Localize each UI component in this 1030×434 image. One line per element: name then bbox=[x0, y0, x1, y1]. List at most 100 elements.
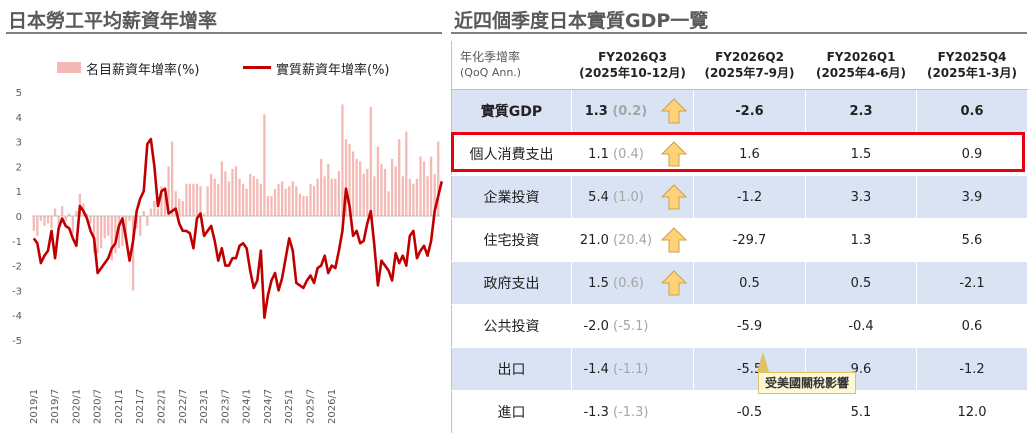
nominal-wage-bar bbox=[433, 173, 436, 216]
nominal-wage-bar bbox=[298, 193, 301, 216]
nominal-wage-bar bbox=[351, 151, 355, 216]
nominal-wage-bar bbox=[149, 208, 152, 216]
nominal-wage-bar bbox=[263, 114, 266, 216]
cell-fy2026q1: 0.5 bbox=[805, 261, 917, 305]
nominal-wage-bar bbox=[437, 141, 440, 216]
x-tick-label: 2025/7 bbox=[306, 389, 317, 424]
nominal-wage-bar bbox=[376, 146, 380, 216]
nominal-wage-bar bbox=[348, 144, 351, 216]
x-tick-label: 2021/7 bbox=[135, 389, 146, 424]
table-row: 政府支出 1.5 (0.6) 0.5 0.5 -2.1 bbox=[451, 261, 1028, 305]
nominal-wage-bar bbox=[192, 183, 195, 216]
nominal-wage-bar bbox=[398, 139, 401, 216]
x-tick-label: 2020/1 bbox=[71, 389, 82, 424]
row-label: 企業投資 bbox=[451, 175, 572, 219]
nominal-wage-bar bbox=[181, 201, 184, 216]
nominal-wage-bar bbox=[92, 216, 96, 254]
nominal-wage-bar bbox=[288, 186, 291, 216]
nominal-wage-bar bbox=[124, 216, 128, 239]
cell-q3-value-group: -1.3 (-1.3) bbox=[582, 391, 650, 433]
nominal-wage-bar bbox=[359, 161, 362, 216]
cell-fy2026q1: 1.5 bbox=[805, 132, 917, 176]
row-label: 實質GDP bbox=[451, 89, 572, 133]
table-title-rule bbox=[451, 32, 1027, 34]
cell-fy2026q1: 2.3 bbox=[805, 89, 917, 133]
y-tick-label: 0 bbox=[16, 212, 22, 223]
y-tick-label: 2 bbox=[16, 162, 22, 173]
y-tick-label: -3 bbox=[12, 286, 22, 297]
nominal-wage-bar bbox=[220, 161, 223, 216]
cell-fy2025q4: -1.2 bbox=[916, 347, 1028, 391]
nominal-wage-bar bbox=[68, 213, 71, 216]
callout-pointer bbox=[757, 352, 769, 372]
cell-q3-value-group: 1.3 (0.2) bbox=[582, 90, 650, 132]
table-row: 企業投資 5.4 (1.0) -1.2 3.3 3.9 bbox=[451, 175, 1028, 219]
row-label: 進口 bbox=[451, 390, 572, 434]
nominal-wage-bar bbox=[305, 196, 309, 216]
nominal-wage-bar bbox=[312, 186, 316, 216]
cell-q3-prev: (0.6) bbox=[613, 275, 644, 291]
nominal-wage-bar bbox=[380, 163, 383, 216]
nominal-wage-bar bbox=[153, 201, 156, 216]
x-tick-label: 2022/1 bbox=[156, 389, 167, 424]
nominal-wage-bar bbox=[291, 181, 294, 216]
table-title: 近四個季度日本實質GDP一覽 bbox=[454, 10, 709, 32]
x-tick-label: 2019/1 bbox=[29, 389, 40, 424]
nominal-wage-bar bbox=[163, 193, 167, 216]
y-tick-label: -4 bbox=[12, 311, 22, 322]
y-tick-label: 5 bbox=[16, 88, 22, 99]
nominal-wage-bar bbox=[334, 178, 337, 216]
nominal-wage-bar bbox=[36, 216, 39, 236]
x-tick-label: 2024/7 bbox=[263, 389, 274, 424]
up-arrow-icon bbox=[660, 227, 688, 253]
cell-q3-value-group: 1.5 (0.6) bbox=[582, 262, 650, 304]
cell-fy2026q2: -1.2 bbox=[693, 175, 806, 219]
nominal-wage-bar bbox=[75, 211, 78, 216]
x-tick-label: 2026/1 bbox=[327, 389, 338, 424]
nominal-wage-bar bbox=[362, 173, 365, 216]
nominal-wage-bar bbox=[387, 191, 390, 216]
up-arrow-icon bbox=[660, 98, 688, 124]
table-header-row: 年化季增率 (QoQ Ann.) FY2026Q3 (2025年10-12月) F… bbox=[451, 40, 1028, 90]
row-label: 出口 bbox=[451, 347, 572, 391]
nominal-wage-bar bbox=[277, 183, 280, 216]
cell-fy2026q1: -0.4 bbox=[805, 304, 917, 348]
nominal-wage-bar bbox=[330, 178, 333, 216]
cell-fy2026q2: 0.5 bbox=[693, 261, 806, 305]
nominal-wage-bar bbox=[213, 178, 216, 216]
nominal-wage-bar bbox=[259, 183, 262, 216]
nominal-wage-bar bbox=[419, 156, 422, 216]
nominal-wage-bar bbox=[185, 183, 188, 216]
nominal-wage-bar bbox=[224, 171, 227, 216]
nominal-wage-bar bbox=[227, 181, 231, 216]
nominal-wage-bar bbox=[284, 188, 287, 216]
nominal-wage-bar bbox=[206, 186, 209, 216]
cell-fy2026q2: -5.9 bbox=[693, 304, 806, 348]
nominal-wage-bar bbox=[234, 166, 238, 216]
x-tick-label: 2020/7 bbox=[93, 389, 104, 424]
real-wage-line bbox=[32, 137, 444, 319]
nominal-wage-bar bbox=[146, 216, 149, 226]
cell-fy2026q3: -1.3 (-1.3) bbox=[571, 390, 694, 434]
x-tick-label: 2022/7 bbox=[178, 389, 189, 424]
up-arrow-icon bbox=[660, 270, 688, 296]
nominal-wage-bar bbox=[309, 183, 312, 216]
nominal-wage-bar bbox=[202, 213, 206, 216]
nominal-wage-bar bbox=[383, 168, 387, 216]
nominal-wage-bar bbox=[188, 183, 192, 216]
nominal-wage-bar bbox=[43, 216, 46, 226]
header-col-fy2026q1: FY2026Q1 (2025年4-6月) bbox=[805, 40, 917, 90]
nominal-wage-bar bbox=[32, 216, 35, 231]
cell-fy2025q4: 12.0 bbox=[916, 390, 1028, 434]
nominal-wage-bar bbox=[89, 216, 92, 224]
cell-q3-prev: (1.0) bbox=[613, 189, 644, 205]
table-row: 個人消費支出 1.1 (0.4) 1.6 1.5 0.9 bbox=[451, 132, 1028, 176]
cell-q3-value-group: 21.0 (20.4) bbox=[580, 219, 652, 261]
nominal-wage-bar bbox=[139, 216, 142, 236]
cell-q3-prev: (0.4) bbox=[613, 146, 644, 162]
nominal-wage-bar bbox=[64, 216, 67, 221]
table-row: 出口 -1.4 (-1.1) -5.5 9.6 -1.2 bbox=[451, 347, 1028, 391]
header-label-cell: 年化季增率 (QoQ Ann.) bbox=[451, 40, 572, 90]
nominal-wage-bar bbox=[408, 178, 411, 216]
nominal-wage-bar bbox=[178, 198, 181, 216]
